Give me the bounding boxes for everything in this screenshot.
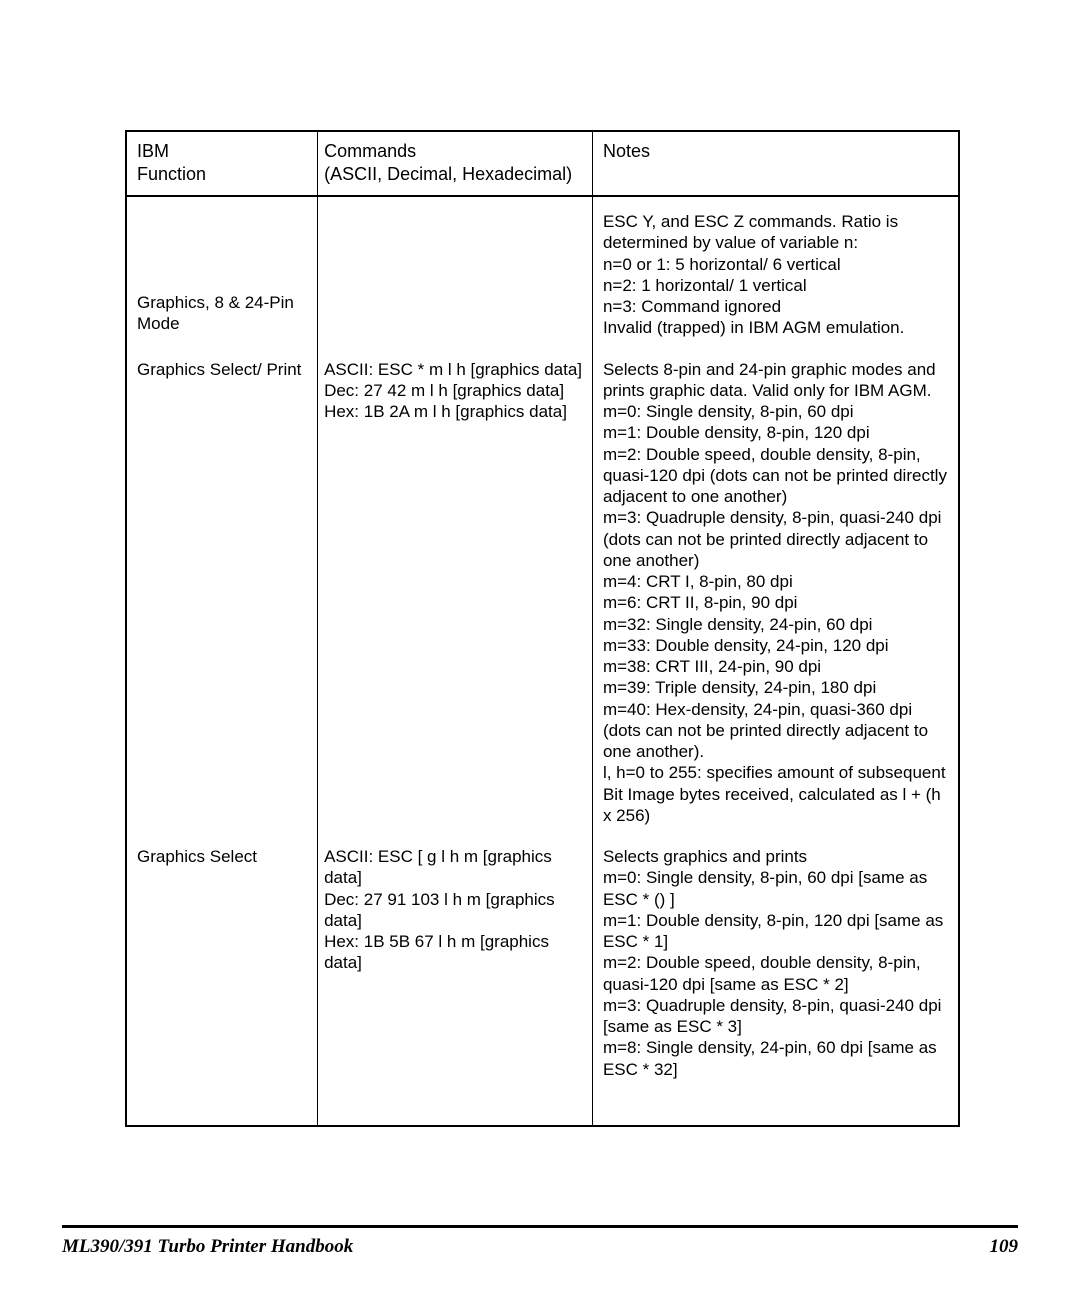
footer-title: ML390/391 Turbo Printer Handbook <box>62 1236 353 1258</box>
table-header-row: IBMFunction Commands(ASCII, Decimal, Hex… <box>126 131 959 196</box>
cell-notes: Selects graphics and printsm=0: Single d… <box>592 832 959 1086</box>
cell-commands: ASCII: ESC [ g l h m [graphics data]Dec:… <box>318 832 593 1086</box>
cell-function: Graphics Select/ Print <box>126 345 318 833</box>
footer-page-number: 109 <box>990 1236 1019 1258</box>
table-row: Graphics Select/ Print ASCII: ESC * m l … <box>126 345 959 833</box>
header-notes: Notes <box>592 131 959 196</box>
page-footer: ML390/391 Turbo Printer Handbook 109 <box>62 1225 1018 1258</box>
header-function: IBMFunction <box>126 131 318 196</box>
cell-function: Graphics Select <box>126 832 318 1086</box>
cell-function: Graphics, 8 & 24-Pin Mode <box>126 196 318 345</box>
commands-table: IBMFunction Commands(ASCII, Decimal, Hex… <box>125 130 960 1127</box>
cell-notes: ESC Y, and ESC Z commands. Ratio is dete… <box>592 196 959 345</box>
table-row-spacer <box>126 1086 959 1126</box>
table-row: Graphics, 8 & 24-Pin Mode ESC Y, and ESC… <box>126 196 959 345</box>
cell-notes: Selects 8-pin and 24-pin graphic modes a… <box>592 345 959 833</box>
cell-commands <box>318 196 593 345</box>
cell-commands: ASCII: ESC * m l h [graphics data]Dec: 2… <box>318 345 593 833</box>
table-row: Graphics Select ASCII: ESC [ g l h m [gr… <box>126 832 959 1086</box>
header-commands: Commands(ASCII, Decimal, Hexadecimal) <box>318 131 593 196</box>
